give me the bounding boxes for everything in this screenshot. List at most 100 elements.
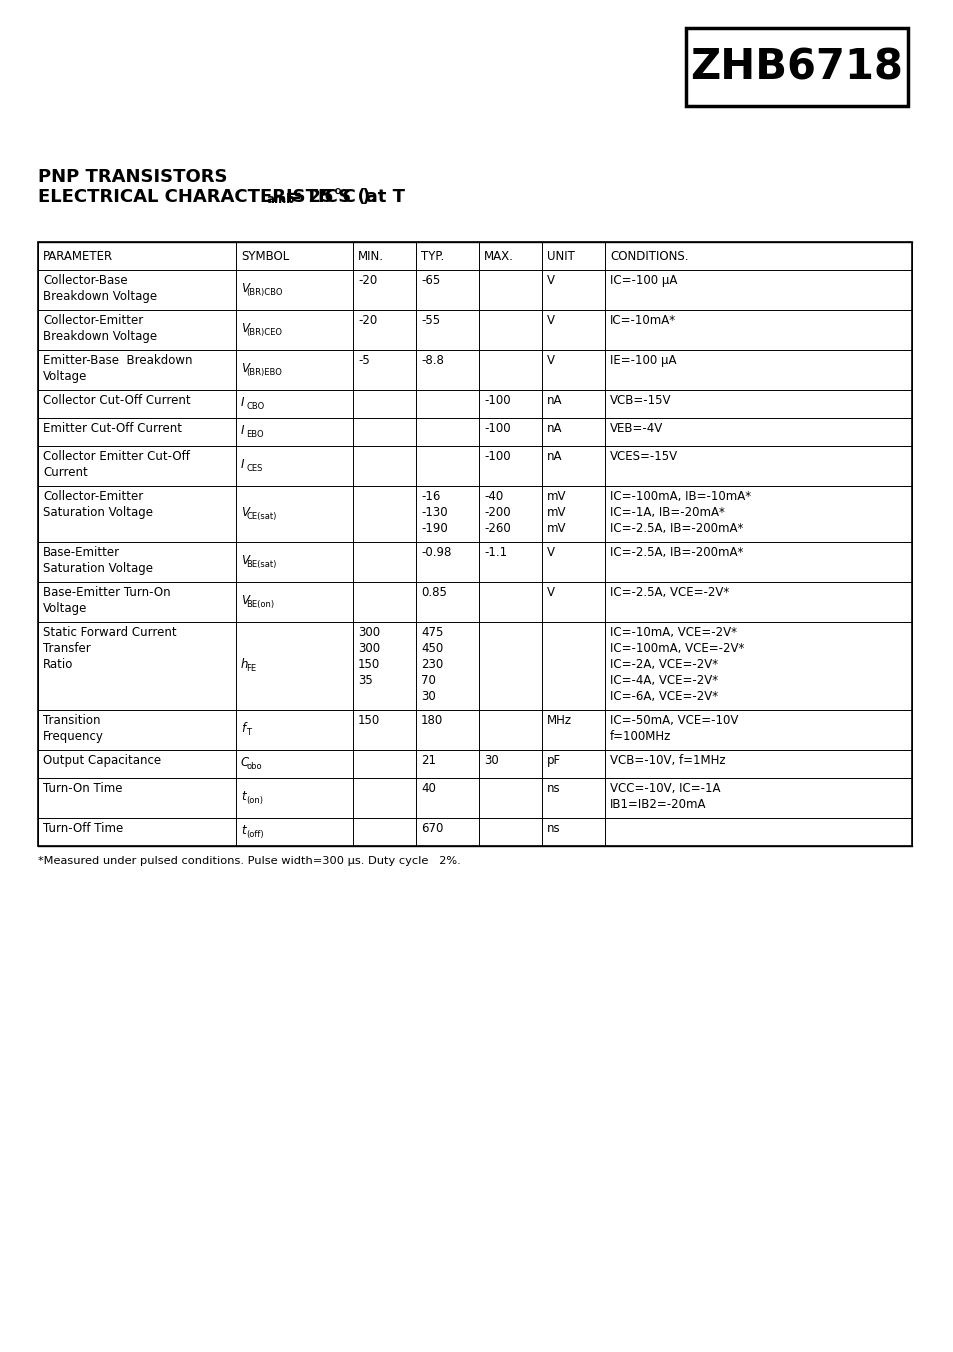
Text: -20: -20 (357, 314, 376, 327)
Text: IC=-2.5A, IB=-200mA*: IC=-2.5A, IB=-200mA* (609, 546, 742, 558)
Text: obo: obo (246, 763, 262, 771)
Text: t: t (241, 790, 245, 803)
Text: VCB=-10V, f=1MHz: VCB=-10V, f=1MHz (609, 754, 725, 767)
Text: V: V (546, 314, 555, 327)
Text: h: h (241, 658, 248, 671)
Text: Output Capacitance: Output Capacitance (43, 754, 161, 767)
Text: f: f (241, 722, 245, 735)
Text: EBO: EBO (246, 430, 264, 439)
Text: -40
-200
-260: -40 -200 -260 (483, 489, 510, 535)
Text: 180: 180 (420, 714, 443, 727)
Text: BE(sat): BE(sat) (246, 560, 276, 569)
Text: -65: -65 (420, 274, 439, 287)
Text: BE(on): BE(on) (246, 600, 274, 608)
Text: VCC=-10V, IC=-1A
IB1=IB2=-20mA: VCC=-10V, IC=-1A IB1=IB2=-20mA (609, 781, 720, 811)
Text: nA: nA (546, 450, 562, 462)
Text: (BR)EBO: (BR)EBO (246, 368, 282, 377)
Text: -100: -100 (483, 450, 510, 462)
Text: PNP TRANSISTORS: PNP TRANSISTORS (38, 168, 227, 187)
Text: Emitter-Base  Breakdown
Voltage: Emitter-Base Breakdown Voltage (43, 354, 193, 383)
Text: MHz: MHz (546, 714, 572, 727)
Text: ns: ns (546, 822, 560, 836)
Text: -0.98: -0.98 (420, 546, 451, 558)
Text: Turn-Off Time: Turn-Off Time (43, 822, 123, 836)
Text: -1.1: -1.1 (483, 546, 507, 558)
Text: 0.85: 0.85 (420, 585, 446, 599)
Text: = 25°C ).: = 25°C ). (281, 188, 377, 206)
Text: mV
mV
mV: mV mV mV (546, 489, 566, 535)
Text: UNIT: UNIT (546, 250, 575, 262)
Text: -55: -55 (420, 314, 439, 327)
Text: pF: pF (546, 754, 560, 767)
Text: MAX.: MAX. (483, 250, 514, 262)
Text: IC=-2.5A, VCE=-2V*: IC=-2.5A, VCE=-2V* (609, 585, 728, 599)
Text: 300
300
150
35: 300 300 150 35 (357, 626, 380, 687)
Text: C: C (241, 756, 249, 769)
Text: ZHB6718: ZHB6718 (690, 46, 902, 88)
Text: V: V (546, 354, 555, 366)
Text: 30: 30 (483, 754, 498, 767)
Text: V: V (241, 362, 249, 375)
Text: (BR)CEO: (BR)CEO (246, 329, 282, 337)
Text: FE: FE (246, 664, 256, 673)
Text: 670: 670 (420, 822, 443, 836)
Text: (BR)CBO: (BR)CBO (246, 288, 283, 297)
Text: *Measured under pulsed conditions. Pulse width=300 μs. Duty cycle   2%.: *Measured under pulsed conditions. Pulse… (38, 856, 460, 867)
Text: IC=-10mA*: IC=-10mA* (609, 314, 676, 327)
Text: VCB=-15V: VCB=-15V (609, 393, 671, 407)
Text: V: V (241, 554, 249, 566)
Text: I: I (241, 425, 244, 437)
Text: V: V (546, 585, 555, 599)
Text: Collector Cut-Off Current: Collector Cut-Off Current (43, 393, 191, 407)
Text: T: T (246, 727, 252, 737)
Text: -8.8: -8.8 (420, 354, 443, 366)
Text: IC=-50mA, VCE=-10V
f=100MHz: IC=-50mA, VCE=-10V f=100MHz (609, 714, 738, 744)
Text: ns: ns (546, 781, 560, 795)
Text: V: V (546, 274, 555, 287)
Text: 21: 21 (420, 754, 436, 767)
Text: V: V (241, 283, 249, 295)
Text: -100: -100 (483, 422, 510, 435)
Text: VEB=-4V: VEB=-4V (609, 422, 662, 435)
Text: Collector-Emitter
Breakdown Voltage: Collector-Emitter Breakdown Voltage (43, 314, 157, 343)
Text: (on): (on) (246, 796, 263, 804)
Text: TYP.: TYP. (420, 250, 444, 262)
Text: V: V (241, 594, 249, 607)
Text: -16
-130
-190: -16 -130 -190 (420, 489, 447, 535)
Bar (685, 28, 907, 105)
Text: IC=-100mA, IB=-10mA*
IC=-1A, IB=-20mA*
IC=-2.5A, IB=-200mA*: IC=-100mA, IB=-10mA* IC=-1A, IB=-20mA* I… (609, 489, 750, 535)
Text: Collector-Base
Breakdown Voltage: Collector-Base Breakdown Voltage (43, 274, 157, 303)
Text: V: V (546, 546, 555, 558)
Text: Static Forward Current
Transfer
Ratio: Static Forward Current Transfer Ratio (43, 626, 176, 671)
Text: nA: nA (546, 422, 562, 435)
Bar (38, 242, 911, 846)
Text: t: t (241, 823, 245, 837)
Text: -20: -20 (357, 274, 376, 287)
Text: IC=-10mA, VCE=-2V*
IC=-100mA, VCE=-2V*
IC=-2A, VCE=-2V*
IC=-4A, VCE=-2V*
IC=-6A,: IC=-10mA, VCE=-2V* IC=-100mA, VCE=-2V* I… (609, 626, 743, 703)
Text: -5: -5 (357, 354, 370, 366)
Text: MIN.: MIN. (357, 250, 384, 262)
Text: CBO: CBO (246, 402, 265, 411)
Text: 40: 40 (420, 781, 436, 795)
Text: 475
450
230
70
30: 475 450 230 70 30 (420, 626, 443, 703)
Text: ELECTRICAL CHARACTERISTICS (at T: ELECTRICAL CHARACTERISTICS (at T (38, 188, 405, 206)
Text: Emitter Cut-Off Current: Emitter Cut-Off Current (43, 422, 182, 435)
Text: Turn-On Time: Turn-On Time (43, 781, 122, 795)
Text: Collector Emitter Cut-Off
Current: Collector Emitter Cut-Off Current (43, 450, 190, 479)
Text: amb: amb (267, 193, 295, 206)
Text: VCES=-15V: VCES=-15V (609, 450, 678, 462)
Text: CONDITIONS.: CONDITIONS. (609, 250, 688, 262)
Text: IE=-100 μA: IE=-100 μA (609, 354, 676, 366)
Text: PARAMETER: PARAMETER (43, 250, 113, 262)
Text: V: V (241, 506, 249, 519)
Text: nA: nA (546, 393, 562, 407)
Text: SYMBOL: SYMBOL (241, 250, 289, 262)
Text: -100: -100 (483, 393, 510, 407)
Text: V: V (241, 322, 249, 335)
Text: 150: 150 (357, 714, 380, 727)
Text: I: I (241, 396, 244, 410)
Text: CES: CES (246, 464, 263, 473)
Text: (off): (off) (246, 830, 264, 840)
Text: CE(sat): CE(sat) (246, 512, 276, 521)
Text: I: I (241, 458, 244, 470)
